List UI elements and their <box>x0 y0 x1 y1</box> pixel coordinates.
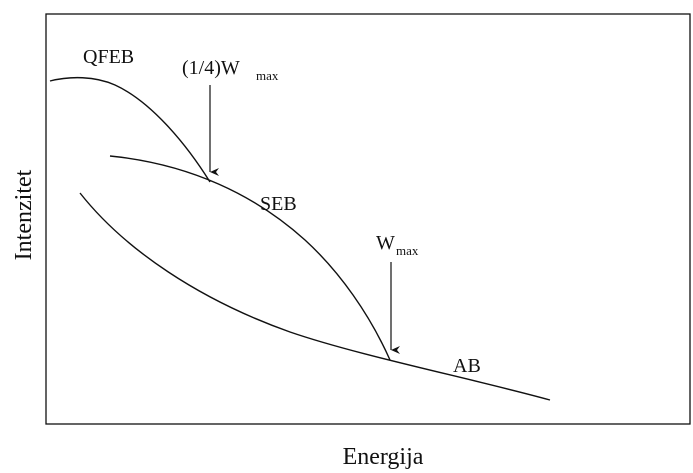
qfeb-label: QFEB <box>83 46 134 68</box>
seb-curve <box>109 155 391 361</box>
quarter-wmax-subscript: max <box>256 68 279 83</box>
plot-frame <box>45 13 691 425</box>
ab-label: AB <box>453 355 481 377</box>
quarter-wmax-label: (1/4)W <box>182 57 240 79</box>
seb-label: SEB <box>260 193 297 215</box>
ab-curve <box>79 192 551 401</box>
x-axis-label: Energija <box>343 444 424 470</box>
y-axis-label: Intenzitet <box>11 169 37 260</box>
wmax-label: W <box>376 232 395 254</box>
wmax-subscript: max <box>396 243 419 258</box>
qfeb-curve <box>49 76 211 183</box>
